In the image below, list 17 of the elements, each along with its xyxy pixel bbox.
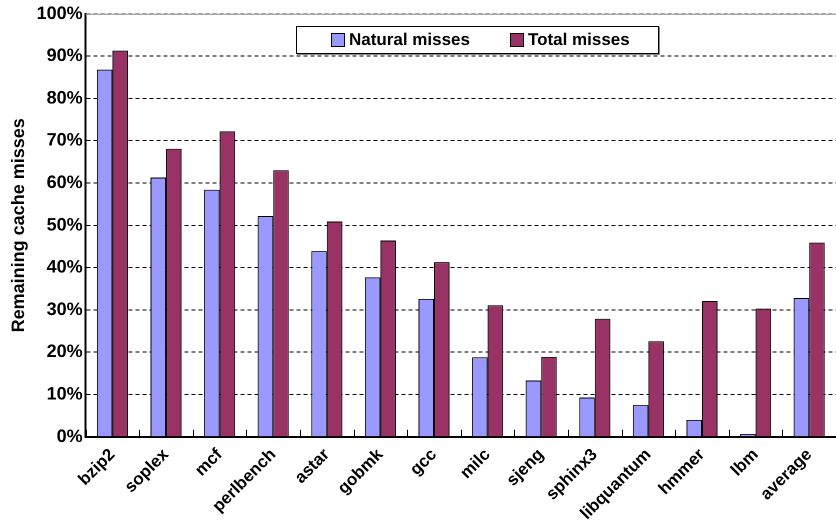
y-axis-title: Remaining cache misses bbox=[8, 118, 28, 332]
legend-label: Natural misses bbox=[349, 30, 470, 50]
x-tick-label: milc bbox=[456, 444, 494, 482]
legend-label: Total misses bbox=[528, 30, 630, 50]
y-tick-label: 70% bbox=[46, 130, 83, 150]
y-tick-label: 10% bbox=[46, 383, 83, 404]
y-tick-label: 30% bbox=[46, 298, 83, 319]
y-tick-label: 50% bbox=[46, 214, 83, 234]
y-tick-label: 0% bbox=[56, 426, 83, 446]
x-tick-label: gcc bbox=[406, 444, 440, 479]
y-tick-label: 40% bbox=[46, 256, 83, 277]
y-tick-label: 20% bbox=[46, 341, 83, 362]
y-tick-label: 100% bbox=[36, 2, 83, 23]
y-tick-label: 80% bbox=[46, 87, 83, 108]
y-tick-label: 60% bbox=[46, 172, 83, 192]
y-tick-label: 90% bbox=[46, 45, 83, 66]
x-tick-label: lbm bbox=[726, 444, 762, 480]
